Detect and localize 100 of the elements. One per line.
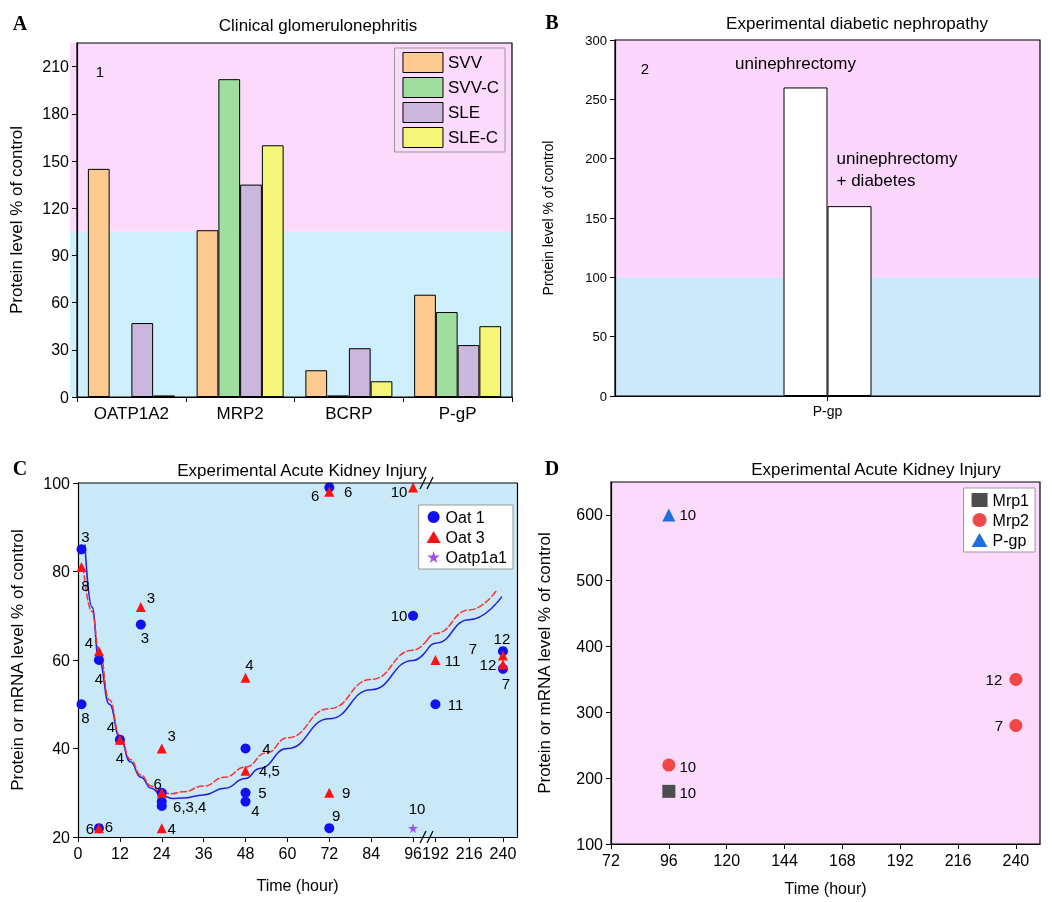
x-tick-label: 48 bbox=[236, 844, 255, 862]
y-tick-label: 60 bbox=[51, 294, 70, 312]
annotation: 9 bbox=[332, 806, 341, 824]
annotation: 12 bbox=[493, 629, 511, 647]
legend-label: Oatp1a1 bbox=[445, 548, 508, 566]
y-tick-label: 250 bbox=[585, 91, 607, 107]
annotation: 10 bbox=[390, 607, 408, 625]
x-tick-label: 60 bbox=[278, 844, 297, 862]
x-tick-label: 216 bbox=[944, 851, 972, 869]
annotation: 4 bbox=[106, 718, 116, 736]
y-tick-label: 300 bbox=[585, 32, 607, 48]
y-tick-label: 100 bbox=[576, 835, 604, 853]
point bbox=[240, 796, 251, 807]
legend-label: Oat 1 bbox=[445, 508, 485, 526]
y-tick-label: 150 bbox=[585, 210, 607, 226]
point bbox=[240, 672, 251, 683]
legend-label: SVV-C bbox=[447, 78, 500, 97]
y-tick-label: 200 bbox=[585, 151, 607, 167]
x-tick-label: P-gP bbox=[438, 404, 477, 423]
chart-title: Clinical glomerulonephritis bbox=[218, 16, 418, 35]
x-tick-label: OATP1A2 bbox=[93, 404, 170, 423]
x-tick-label: 96 bbox=[659, 851, 678, 869]
text: + diabetes bbox=[836, 170, 916, 190]
legend-label: Mrp2 bbox=[992, 511, 1030, 529]
point bbox=[76, 562, 87, 573]
x-tick-label: 192 bbox=[422, 844, 449, 862]
annotation: 1 bbox=[95, 62, 105, 80]
annotation: 6 bbox=[153, 775, 162, 793]
annotation: 6 bbox=[311, 487, 320, 505]
x-tick-label: 240 bbox=[1002, 851, 1030, 869]
annotation: 4 bbox=[84, 633, 94, 651]
point bbox=[324, 486, 335, 497]
annotation: 3 bbox=[146, 589, 155, 607]
x-tick-label: MRP2 bbox=[216, 404, 264, 423]
point bbox=[430, 699, 441, 710]
y-tick-label: 30 bbox=[51, 341, 70, 359]
annotation: 8 bbox=[81, 708, 90, 726]
point bbox=[408, 610, 419, 621]
chart-title: Experimental diabetic nephropathy bbox=[726, 14, 989, 33]
point bbox=[662, 758, 676, 772]
chart-title: Experimental Acute Kidney Injury bbox=[177, 461, 428, 480]
annotation: 4,5 bbox=[259, 762, 280, 780]
point bbox=[135, 601, 146, 612]
annotation: 11 bbox=[447, 695, 464, 713]
x-tick-label: 120 bbox=[713, 851, 741, 869]
annotation: 4 bbox=[245, 656, 254, 674]
y-axis-title: Protein level % of control bbox=[540, 140, 556, 296]
y-tick-label: 180 bbox=[42, 105, 70, 123]
annotation: 6 bbox=[104, 817, 114, 835]
annotation: 10 bbox=[390, 482, 408, 500]
point bbox=[497, 659, 508, 670]
point bbox=[324, 787, 335, 798]
annotation: 6 bbox=[344, 482, 353, 500]
series-label: uninephrectomy bbox=[836, 148, 963, 168]
x-tick-label: 216 bbox=[455, 844, 483, 862]
annotation: 9 bbox=[342, 784, 351, 802]
annotation: 6,3,4 bbox=[173, 797, 207, 815]
annotation: 12 bbox=[985, 670, 1003, 688]
text: uninephrectomy bbox=[735, 53, 856, 73]
legend-label: Mrp1 bbox=[992, 491, 1030, 509]
annotation: 6 bbox=[85, 819, 95, 837]
point bbox=[240, 787, 251, 798]
y-tick-label: 120 bbox=[42, 199, 70, 217]
y-tick-label: 100 bbox=[585, 269, 607, 285]
annotation: 7 bbox=[501, 675, 511, 693]
x-tick-label: P-gp bbox=[812, 403, 843, 419]
point bbox=[430, 655, 441, 665]
point bbox=[1009, 719, 1023, 733]
x-tick-label: 24 bbox=[152, 844, 171, 862]
y-tick-label: 0 bbox=[599, 388, 607, 404]
y-tick-label: 60 bbox=[52, 651, 71, 669]
x-tick-label: 0 bbox=[73, 844, 83, 862]
point bbox=[662, 784, 676, 798]
legend-label: P-gp bbox=[992, 531, 1027, 549]
y-axis-title: Protein level % of control bbox=[7, 125, 26, 315]
point bbox=[156, 743, 167, 754]
chart-title: Experimental Acute Kidney Injury bbox=[751, 460, 1002, 479]
legend-label: SVV bbox=[447, 53, 483, 72]
point bbox=[240, 743, 251, 754]
legend-label: SLE bbox=[447, 103, 481, 122]
annotation: 2 bbox=[640, 59, 650, 77]
annotation: 11 bbox=[444, 651, 461, 669]
x-tick-label: 72 bbox=[320, 844, 339, 862]
y-axis-title: Protein or mRNA level % of control bbox=[535, 532, 554, 794]
point bbox=[135, 619, 146, 630]
y-tick-label: 210 bbox=[42, 58, 70, 76]
x-tick-label: 192 bbox=[886, 851, 914, 869]
x-tick-label: BCRP bbox=[325, 404, 373, 423]
annotation: 4 bbox=[262, 740, 271, 757]
annotation: 3 bbox=[167, 727, 176, 744]
y-tick-label: 600 bbox=[576, 506, 604, 524]
y-tick-label: 90 bbox=[51, 246, 70, 264]
point bbox=[240, 765, 251, 776]
y-tick-label: 0 bbox=[60, 388, 70, 406]
annotation: 3 bbox=[140, 629, 149, 647]
y-tick-label: 40 bbox=[52, 740, 71, 757]
annotation: 4 bbox=[251, 802, 260, 820]
y-tick-label: 100 bbox=[43, 474, 71, 492]
x-tick-label: 12 bbox=[110, 844, 129, 862]
point bbox=[408, 482, 419, 493]
